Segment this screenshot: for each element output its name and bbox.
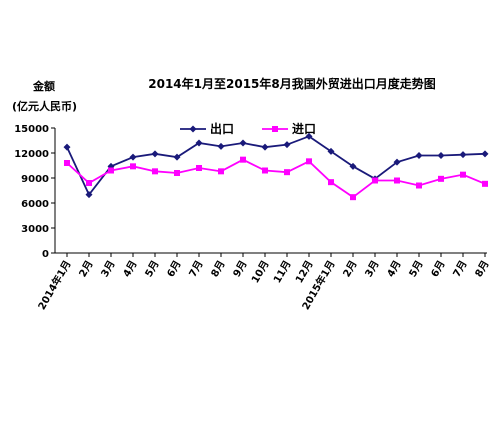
y-tick-label: 15000 bbox=[14, 124, 49, 135]
data-point bbox=[459, 151, 467, 159]
x-tick-label: 2014年1月 bbox=[35, 258, 74, 312]
data-point bbox=[129, 153, 137, 161]
data-point bbox=[218, 168, 224, 175]
x-tick-label: 8月 bbox=[209, 259, 228, 280]
y-tick-label: 0 bbox=[42, 249, 49, 260]
data-point bbox=[174, 170, 180, 176]
data-point bbox=[64, 160, 70, 166]
data-point bbox=[437, 152, 445, 159]
x-tick-label: 9月 bbox=[231, 259, 250, 280]
y-tick-label: 6000 bbox=[21, 199, 49, 210]
x-tick-label: 2月 bbox=[77, 259, 96, 280]
x-tick-label: 6月 bbox=[429, 259, 448, 280]
data-point bbox=[328, 179, 334, 186]
data-point bbox=[217, 142, 225, 150]
x-tick-label: 3月 bbox=[363, 259, 382, 280]
data-point bbox=[173, 153, 181, 161]
x-tick-label: 8月 bbox=[473, 259, 492, 280]
y-axis-label-line2: (亿元人民币) bbox=[12, 99, 77, 113]
data-point bbox=[240, 156, 246, 163]
data-point bbox=[151, 150, 159, 158]
data-point bbox=[284, 169, 290, 176]
data-point bbox=[460, 171, 466, 178]
legend-label: 进口 bbox=[292, 121, 316, 136]
data-point bbox=[195, 139, 203, 147]
data-point bbox=[438, 175, 444, 182]
data-point bbox=[261, 143, 269, 151]
data-point bbox=[350, 194, 356, 201]
x-tick-label: 10月 bbox=[249, 259, 271, 286]
data-point bbox=[152, 168, 158, 175]
chart-title: 2014年1月至2015年8月我国外贸进出口月度走势图 bbox=[148, 76, 436, 91]
y-tick-label: 12000 bbox=[14, 149, 49, 160]
y-tick-label: 9000 bbox=[21, 174, 49, 185]
y-axis-label-line1: 金额 bbox=[32, 79, 55, 93]
data-point bbox=[130, 163, 136, 170]
data-point bbox=[372, 177, 378, 184]
legend-label: 出口 bbox=[210, 121, 234, 136]
data-point bbox=[63, 143, 71, 151]
x-tick-label: 7月 bbox=[451, 259, 470, 280]
x-tick-label: 3月 bbox=[99, 259, 118, 280]
data-point bbox=[108, 167, 114, 174]
data-point bbox=[394, 177, 400, 184]
x-tick-label: 5月 bbox=[407, 259, 426, 280]
x-tick-label: 11月 bbox=[271, 259, 293, 286]
x-tick-label: 4月 bbox=[121, 259, 140, 280]
series-line bbox=[66, 135, 486, 197]
y-tick-label: 3000 bbox=[21, 224, 49, 235]
data-point bbox=[85, 191, 93, 199]
x-tick-label: 2月 bbox=[341, 259, 360, 280]
data-point bbox=[393, 158, 401, 166]
data-point bbox=[416, 182, 422, 189]
x-tick-label: 7月 bbox=[187, 259, 206, 280]
x-tick-label: 12月 bbox=[293, 259, 315, 286]
data-point bbox=[481, 150, 489, 158]
x-tick-label: 5月 bbox=[143, 259, 162, 280]
legend: 出口 进口 bbox=[180, 121, 316, 136]
data-point bbox=[196, 165, 202, 171]
series-line bbox=[66, 158, 486, 199]
legend-marker bbox=[272, 126, 278, 132]
data-point bbox=[482, 180, 488, 187]
legend-marker bbox=[189, 125, 197, 133]
data-point bbox=[349, 162, 357, 170]
data-point bbox=[283, 141, 291, 149]
data-point bbox=[262, 167, 268, 174]
data-point bbox=[239, 139, 247, 147]
x-tick-label: 6月 bbox=[165, 259, 184, 280]
data-point bbox=[415, 152, 423, 159]
data-point bbox=[305, 132, 313, 140]
data-point bbox=[306, 158, 312, 165]
data-point bbox=[86, 180, 92, 186]
series-layer bbox=[63, 132, 489, 201]
x-tick-label: 4月 bbox=[385, 259, 404, 280]
data-point bbox=[327, 147, 335, 155]
